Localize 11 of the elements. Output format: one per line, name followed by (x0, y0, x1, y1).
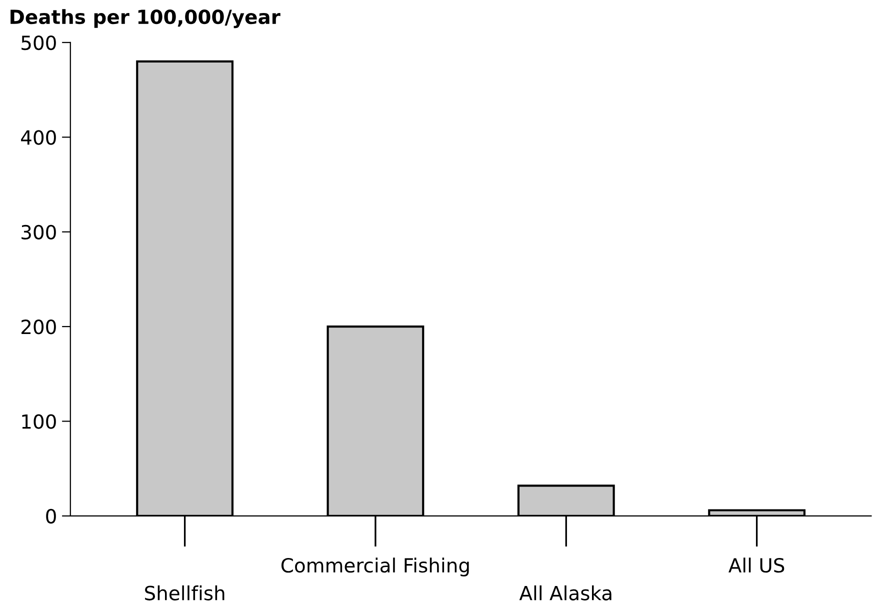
y-tick-label: 400 (21, 130, 56, 145)
y-tick-label: 0 (46, 508, 56, 524)
x-tick-label: Commercial Fishing (281, 558, 469, 576)
y-tick-label: 500 (22, 35, 56, 50)
y-tick-label: 100 (22, 414, 56, 429)
x-tick-label: Shellfish (145, 585, 224, 600)
x-tick-label: All US (728, 558, 784, 573)
x-tick-label: All Alaska (519, 585, 612, 600)
y-axis-title: Deaths per 100,000/year (10, 9, 280, 28)
y-tick-label: 300 (22, 224, 56, 240)
y-tick-label: 200 (22, 320, 56, 334)
